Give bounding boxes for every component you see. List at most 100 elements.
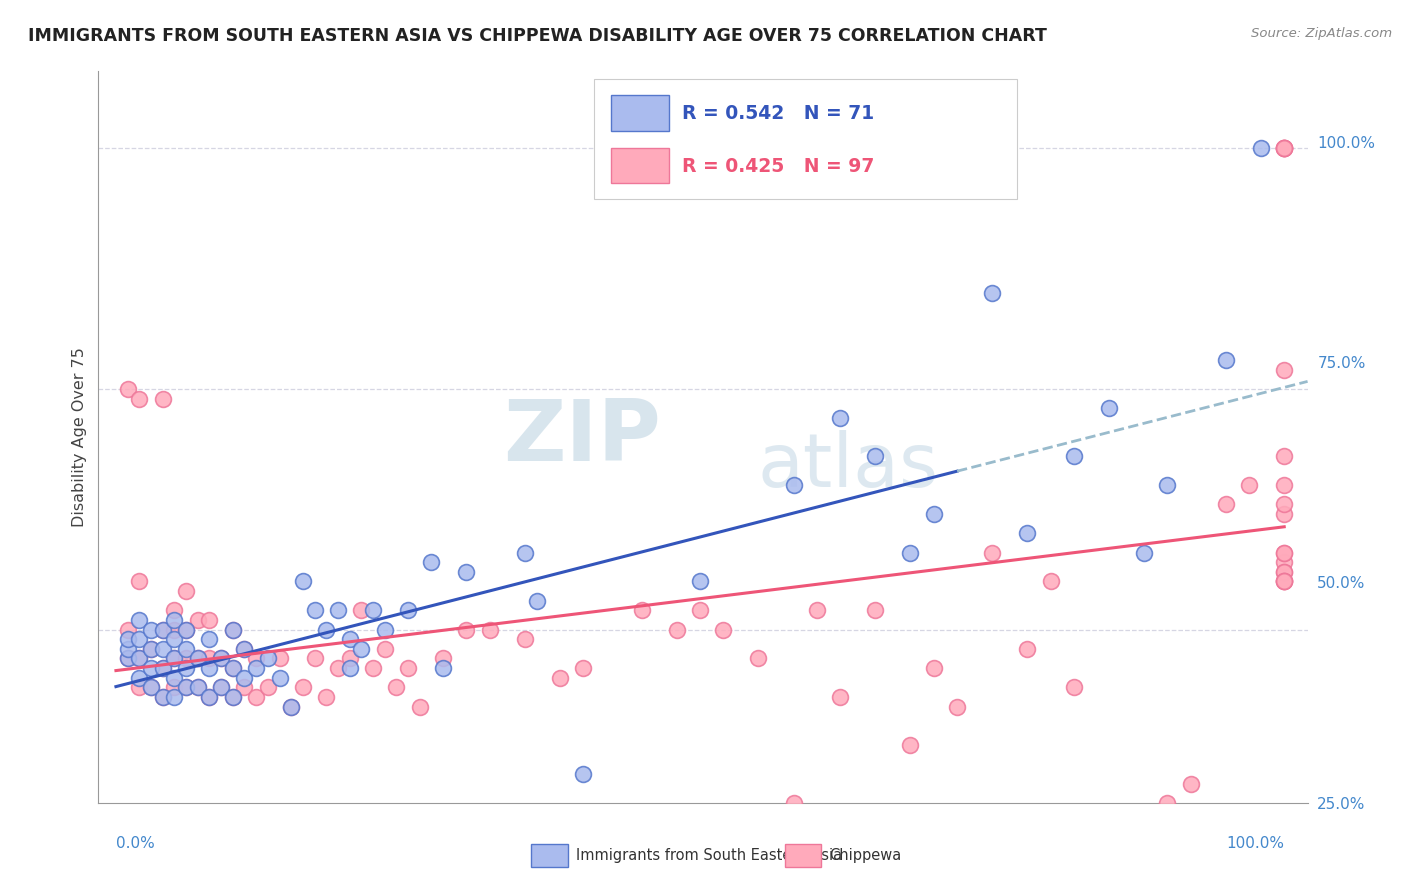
Point: [396, 661, 419, 675]
Text: ZIP: ZIP: [503, 395, 661, 479]
Point: [163, 690, 186, 704]
Point: [922, 661, 945, 675]
Point: [198, 651, 221, 665]
Point: [139, 641, 162, 656]
Text: Chippewa: Chippewa: [830, 848, 901, 863]
Text: IMMIGRANTS FROM SOUTH EASTERN ASIA VS CHIPPEWA DISABILITY AGE OVER 75 CORRELATIO: IMMIGRANTS FROM SOUTH EASTERN ASIA VS CH…: [28, 27, 1047, 45]
Point: [922, 507, 945, 521]
Point: [304, 603, 326, 617]
Point: [1272, 450, 1295, 464]
Point: [152, 623, 174, 637]
Point: [163, 613, 186, 627]
Point: [1272, 574, 1295, 589]
Point: [163, 632, 186, 647]
Point: [1250, 141, 1272, 155]
Point: [456, 565, 478, 579]
Point: [350, 603, 373, 617]
Point: [1272, 574, 1295, 589]
Point: [1133, 545, 1156, 559]
Point: [269, 671, 291, 685]
Point: [152, 690, 174, 704]
Point: [117, 651, 139, 665]
Text: 100.0%: 100.0%: [1226, 837, 1284, 852]
Point: [339, 651, 361, 665]
Point: [209, 681, 232, 695]
Point: [152, 641, 174, 656]
Point: [1272, 498, 1295, 512]
Point: [339, 632, 361, 647]
Point: [361, 661, 384, 675]
Point: [174, 681, 197, 695]
Point: [572, 767, 595, 781]
Text: R = 0.542   N = 71: R = 0.542 N = 71: [682, 103, 875, 122]
Point: [374, 623, 396, 637]
Point: [782, 796, 804, 810]
Point: [432, 651, 454, 665]
Point: [198, 690, 221, 704]
Point: [128, 392, 150, 406]
Point: [152, 661, 174, 675]
Point: [898, 738, 921, 752]
Y-axis label: Disability Age Over 75: Disability Age Over 75: [72, 347, 87, 527]
Point: [163, 623, 186, 637]
Point: [432, 661, 454, 675]
Point: [396, 603, 419, 617]
Point: [1272, 507, 1295, 521]
Point: [198, 690, 221, 704]
Point: [374, 641, 396, 656]
Point: [139, 681, 162, 695]
Point: [222, 690, 245, 704]
Point: [233, 641, 256, 656]
Point: [747, 651, 769, 665]
Point: [1237, 478, 1260, 492]
Point: [898, 545, 921, 559]
Point: [513, 545, 536, 559]
Text: Immigrants from South Eastern Asia: Immigrants from South Eastern Asia: [576, 848, 842, 863]
FancyBboxPatch shape: [612, 148, 669, 183]
Point: [187, 651, 209, 665]
Point: [209, 681, 232, 695]
Point: [117, 623, 139, 637]
Point: [174, 584, 197, 599]
Point: [1272, 141, 1295, 155]
Point: [152, 661, 174, 675]
Point: [117, 641, 139, 656]
Point: [326, 661, 349, 675]
FancyBboxPatch shape: [595, 78, 1018, 200]
Point: [174, 681, 197, 695]
Point: [350, 641, 373, 656]
Point: [198, 613, 221, 627]
Point: [806, 603, 828, 617]
Point: [233, 641, 256, 656]
Point: [117, 632, 139, 647]
Point: [1272, 141, 1295, 155]
Point: [478, 844, 501, 858]
Point: [128, 671, 150, 685]
Point: [548, 671, 571, 685]
Point: [665, 623, 688, 637]
Point: [152, 392, 174, 406]
Point: [1156, 796, 1178, 810]
Point: [139, 661, 162, 675]
Point: [222, 690, 245, 704]
Point: [1133, 815, 1156, 830]
Point: [128, 632, 150, 647]
Point: [187, 613, 209, 627]
Point: [139, 681, 162, 695]
Point: [981, 285, 1004, 300]
Point: [1156, 478, 1178, 492]
Point: [630, 603, 652, 617]
Point: [689, 603, 711, 617]
Point: [865, 603, 887, 617]
Point: [222, 661, 245, 675]
Point: [291, 574, 314, 589]
Text: atlas: atlas: [758, 430, 939, 503]
Point: [1063, 681, 1085, 695]
Point: [174, 651, 197, 665]
Point: [187, 681, 209, 695]
Point: [139, 641, 162, 656]
Point: [222, 623, 245, 637]
Point: [245, 651, 267, 665]
Point: [187, 681, 209, 695]
Point: [163, 681, 186, 695]
